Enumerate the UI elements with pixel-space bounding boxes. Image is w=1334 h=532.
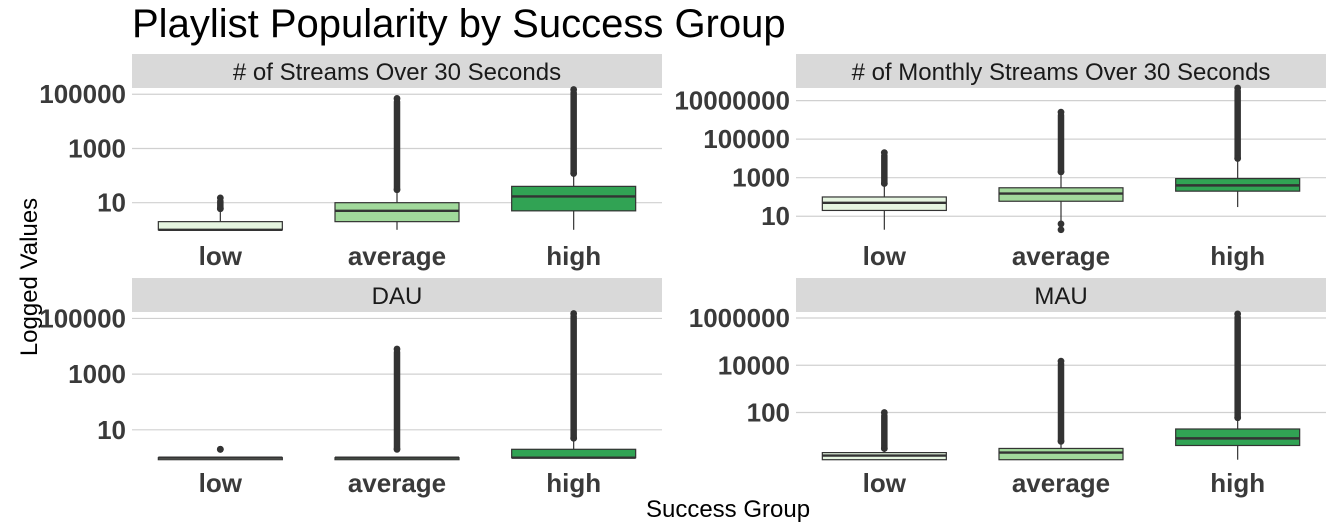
- y-tick-label: 10000000: [674, 86, 790, 116]
- y-tick-label: 10: [97, 415, 126, 445]
- y-tick-label: 1000: [732, 163, 790, 193]
- y-tick-label: 100000: [39, 303, 126, 333]
- x-axis-label: Success Group: [645, 496, 811, 523]
- facet-title: MAU: [1034, 283, 1087, 310]
- facet-title: DAU: [372, 283, 423, 310]
- x-category-label: high: [1210, 241, 1265, 271]
- box-average: [998, 447, 1124, 461]
- x-category-label: low: [199, 241, 243, 271]
- x-category-label: average: [1012, 241, 1110, 271]
- x-category-label: average: [348, 241, 446, 271]
- y-tick-label: 100000: [39, 79, 126, 109]
- box-average: [334, 202, 460, 223]
- chart-title: Playlist Popularity by Success Group: [132, 2, 786, 46]
- x-category-label: low: [863, 468, 907, 498]
- y-tick-label: 10000: [718, 350, 790, 380]
- y-tick-label: 100: [747, 397, 790, 427]
- x-category-label: high: [546, 241, 601, 271]
- outlier-point: [570, 86, 578, 93]
- y-tick-label: 10: [97, 188, 126, 218]
- x-category-label: low: [199, 468, 243, 498]
- outlier-point: [393, 445, 401, 453]
- box-high: [511, 185, 637, 212]
- x-category-label: high: [546, 468, 601, 498]
- outlier-point: [216, 445, 224, 453]
- outlier-point: [393, 345, 401, 353]
- outlier-point: [570, 310, 578, 317]
- outlier-point: [1057, 220, 1065, 228]
- outlier-point: [1057, 357, 1065, 365]
- y-tick-label: 1000: [68, 133, 126, 163]
- x-category-label: average: [348, 468, 446, 498]
- outlier-point: [1057, 226, 1065, 234]
- outlier-point: [1234, 310, 1242, 318]
- outlier-point: [1057, 108, 1065, 116]
- y-tick-label: 1000: [68, 359, 126, 389]
- facet-strip: [132, 278, 662, 312]
- outlier-point: [393, 95, 401, 102]
- outlier-point: [216, 194, 224, 202]
- x-category-label: high: [1210, 468, 1265, 498]
- box-low: [157, 221, 283, 231]
- y-tick-label: 1000000: [689, 303, 790, 333]
- box-high: [511, 448, 637, 459]
- outlier-point: [880, 409, 888, 416]
- x-category-label: low: [863, 241, 907, 271]
- facet-strip: [796, 54, 1326, 88]
- facet-strip: [132, 54, 662, 88]
- facet-title: # of Monthly Streams Over 30 Seconds: [852, 59, 1271, 86]
- facet-strip: [796, 278, 1326, 312]
- y-tick-label: 10: [761, 201, 790, 231]
- x-category-label: average: [1012, 468, 1110, 498]
- outlier-point: [1234, 84, 1242, 92]
- facet-title: # of Streams Over 30 Seconds: [233, 59, 561, 86]
- outlier-point: [880, 149, 888, 157]
- y-tick-label: 100000: [703, 124, 790, 154]
